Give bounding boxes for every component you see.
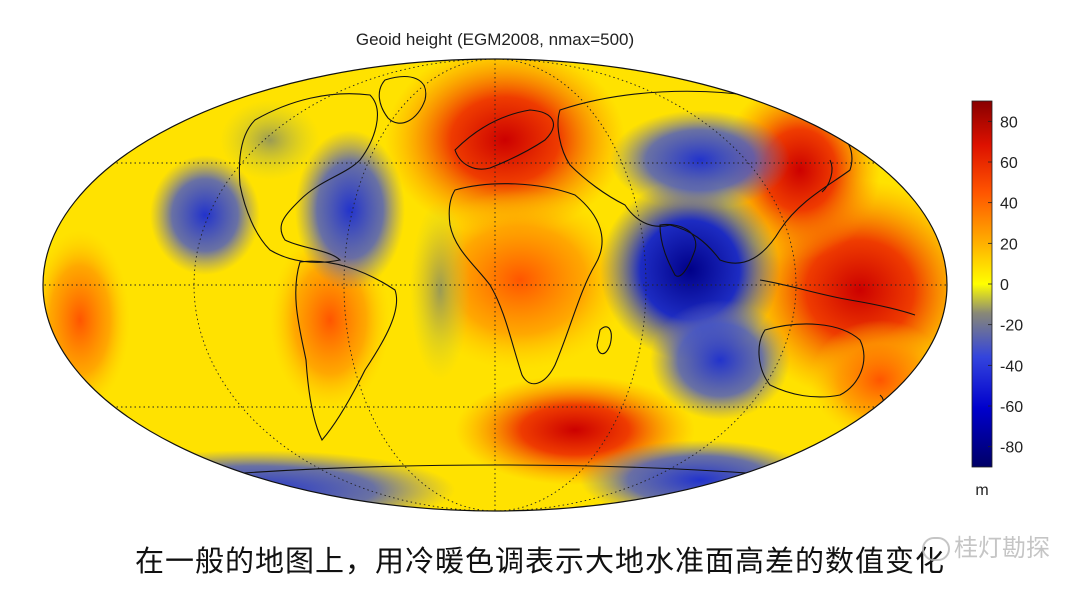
graticule: [43, 59, 947, 511]
colorbar-tick-label: 20: [1000, 236, 1018, 253]
map-title: Geoid height (EGM2008, nmax=500): [355, 30, 635, 49]
colorbar-tick-label: -40: [1000, 358, 1023, 375]
colorbar-tick-label: 40: [1000, 196, 1018, 213]
wechat-icon: [922, 537, 950, 561]
colorbar-tick-label: -80: [1000, 440, 1023, 457]
watermark: 桂灯勘探: [922, 528, 1050, 563]
colorbar-tick-label: -60: [1000, 399, 1023, 416]
colorbar: -80 -60 -40 -20 0 20 40 60 80 m: [971, 100, 1023, 499]
colorbar-tick-label: 60: [1000, 155, 1018, 172]
colorbar-tick-label: 0: [1000, 277, 1009, 294]
colorbar-unit: m: [975, 482, 988, 499]
colorbar-tick-label: 80: [1000, 114, 1018, 131]
figure-caption: 在一般的地图上，用冷暖色调表示大地水准面高差的数值变化: [134, 544, 945, 578]
watermark-text: 桂灯勘探: [954, 534, 1050, 562]
geoid-field: [43, 59, 947, 511]
colorbar-tick-label: -20: [1000, 318, 1023, 335]
map-frame: [42, 58, 948, 512]
